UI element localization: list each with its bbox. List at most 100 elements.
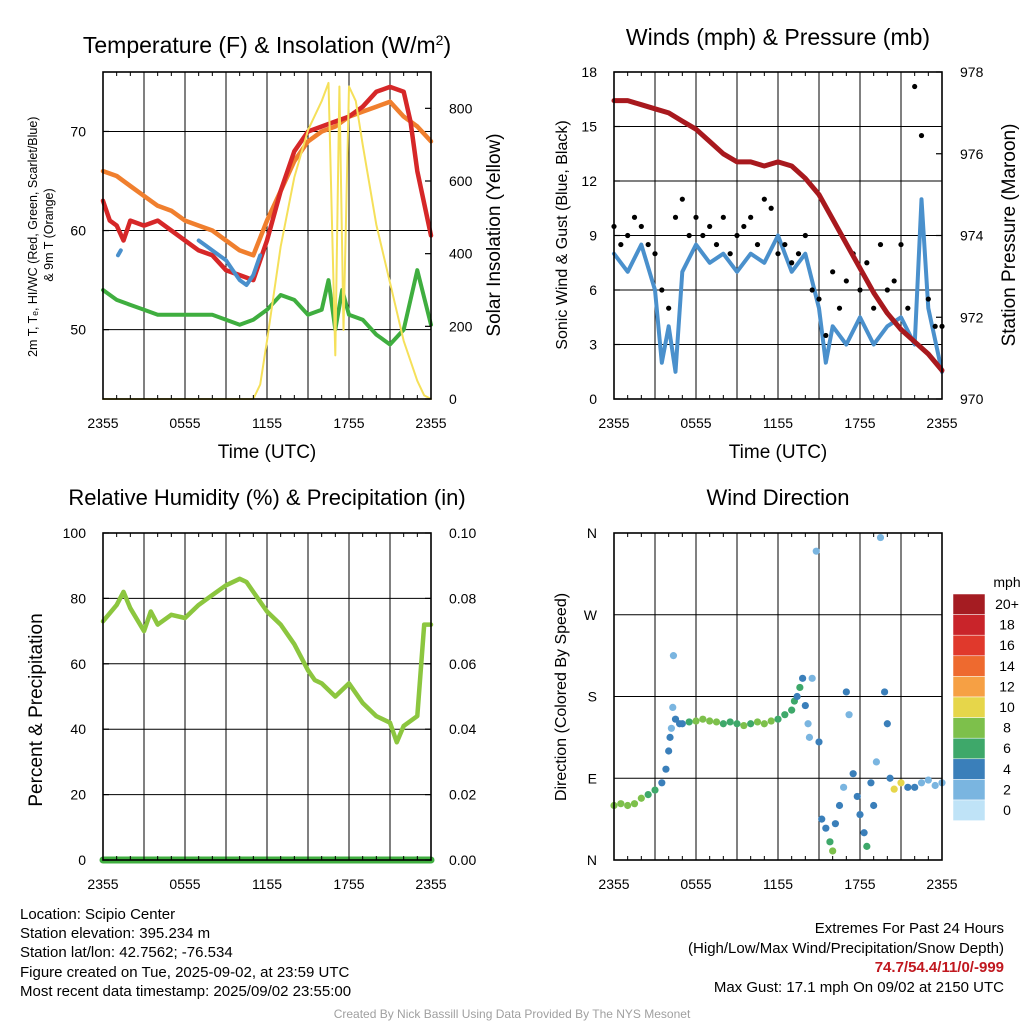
gust-point (707, 223, 713, 230)
direction-point (788, 706, 796, 714)
direction-point (856, 810, 864, 819)
direction-point (637, 794, 645, 802)
y2-tick-label: 974 (960, 228, 984, 244)
y-tick-label: 50 (70, 322, 86, 338)
direction-point (712, 718, 721, 726)
direction-point (678, 720, 686, 728)
legend-swatch (952, 614, 986, 636)
x-tick-label: 2355 (598, 415, 629, 431)
y-tick-label: 3 (589, 337, 597, 353)
station-info: Location: Scipio Center Station elevatio… (20, 905, 351, 1001)
y-tick-label: 40 (70, 721, 86, 737)
direction-point (840, 783, 848, 791)
y2-tick-label: 0.10 (449, 525, 476, 541)
direction-point (747, 720, 755, 728)
y2-tick-label: 970 (960, 391, 984, 407)
y2-tick-label: 0.00 (449, 852, 476, 868)
temperature-right-label: Solar Insolation (Yellow) (484, 133, 505, 336)
extremes-block: Extremes For Past 24 Hours (High/Low/Max… (688, 919, 1004, 997)
direction-point (881, 688, 889, 696)
y2-tick-label: 0.08 (449, 590, 476, 606)
series-line (116, 248, 123, 258)
y-tick-label: 20 (70, 787, 86, 803)
temperature-panel: Temperature (F) & Insolation (W/m2) 2355… (26, 32, 505, 463)
humidity-ticks: 2355 0555 1155 1755 23550204060801000.000.02… (63, 525, 477, 892)
extremes-fields: (High/Low/Max Wind/Precipitation/Snow De… (688, 939, 1004, 957)
gust-point (775, 251, 781, 257)
gust-point (734, 232, 740, 239)
y2-tick-label: 600 (449, 173, 473, 189)
direction-point (867, 779, 875, 787)
gust-point (877, 241, 884, 248)
series-line (101, 268, 433, 347)
winds-left-label: Sonic Wind & Gust (Blue, Black) (554, 120, 571, 349)
y-tick-label: 80 (70, 590, 86, 606)
y2-tick-label: 0.06 (449, 656, 476, 672)
direction-point (692, 717, 700, 725)
direction-grid (614, 533, 942, 860)
direction-point (726, 718, 734, 726)
series-line (612, 197, 944, 374)
legend-title: mph (993, 574, 1020, 590)
direction-point (883, 720, 891, 728)
y-tick-label: 12 (581, 173, 597, 189)
legend-label: 20+ (995, 596, 1019, 612)
x-tick-label: 0555 (680, 415, 711, 431)
temperature-ticks: 2355 0555 1155 1755 2355 50 60 70 0 200 400 600 800 (70, 72, 473, 431)
gust-point (891, 278, 897, 284)
gust-point (918, 132, 925, 139)
direction-point (719, 720, 727, 728)
direction-point (685, 718, 693, 726)
direction-point (826, 838, 834, 846)
gust-point (816, 296, 822, 302)
max-gust: Max Gust: 17.1 mph On 09/02 at 2150 UTC (713, 978, 1004, 996)
y2-tick-label: 976 (960, 146, 984, 162)
x-tick-label: 2355 (598, 876, 629, 892)
gust-point (700, 232, 706, 239)
direction-point (886, 774, 894, 782)
gust-point (884, 287, 890, 293)
legend-swatch (952, 737, 986, 760)
y-tick-label: 15 (581, 119, 597, 135)
direction-point (753, 718, 762, 726)
winds-right-label: Station Pressure (Maroon) (999, 124, 1020, 347)
direction-point (831, 820, 840, 828)
gust-point (686, 232, 692, 239)
y-tick-label: 60 (70, 223, 86, 239)
series-line (611, 98, 945, 373)
direction-point (801, 701, 809, 710)
gust-point (631, 214, 638, 220)
direction-point (740, 721, 748, 730)
gust-point (625, 232, 631, 239)
direction-point (733, 720, 741, 728)
direction-point (666, 733, 674, 741)
temperature-left-label-line-2: & 9m T (Orange) (42, 188, 56, 281)
direction-point (876, 533, 885, 542)
direction-point (917, 779, 926, 787)
gust-point (932, 323, 938, 329)
direction-point (845, 711, 853, 719)
x-tick-label: 2355 (87, 876, 118, 892)
legend-swatch (952, 634, 986, 657)
direction-point (630, 800, 639, 808)
direction-point (897, 779, 905, 787)
extremes-values: 74.7/54.4/11/0/-999 (874, 959, 1004, 976)
gust-point (830, 269, 836, 275)
x-tick-label: 1155 (763, 415, 793, 431)
x-tick-label: 0555 (169, 415, 200, 431)
gust-point (898, 241, 904, 248)
direction-point (924, 776, 932, 784)
x-tick-label: 1755 (844, 415, 875, 431)
direction-panel: Wind Direction 2355 0555 1155 1755 2355NESWN… (553, 485, 1021, 892)
legend-swatch (952, 799, 986, 821)
gust-point (782, 241, 788, 248)
y2-tick-label: 400 (449, 246, 473, 262)
legend-label: 14 (999, 658, 1015, 674)
direction-point (863, 842, 871, 850)
direction-point (804, 720, 812, 728)
gust-point (836, 305, 843, 311)
station-location: Location: Scipio Center (20, 906, 176, 923)
x-tick-label: 2355 (87, 415, 118, 431)
gust-point (857, 287, 863, 293)
legend-label: 12 (999, 678, 1015, 694)
